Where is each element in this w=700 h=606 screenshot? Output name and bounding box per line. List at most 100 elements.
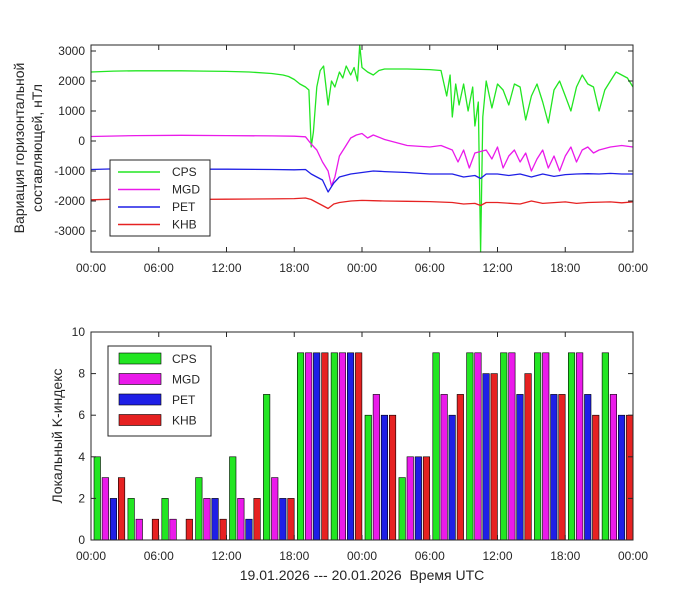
- top-x-tick-label: 00:00: [618, 261, 648, 275]
- top-x-tick-label: 18:00: [550, 261, 580, 275]
- top-y-axis: 3000 2000 1000 0 -1000 -2000 -3000: [54, 44, 633, 238]
- bar-khb-4: [253, 498, 261, 541]
- legend-label-cps: CPS: [172, 352, 197, 366]
- bottom-y-tick-label: 2: [78, 491, 85, 505]
- bar-cps-11: [466, 352, 474, 541]
- bottom-y-tick-label: 10: [72, 325, 86, 339]
- bar-pet-14: [584, 394, 592, 541]
- top-y-tick-label: 1000: [58, 104, 85, 118]
- bottom-x-tick-label: 06:00: [144, 549, 174, 563]
- bottom-legend: CPS MGD PET KHB: [107, 345, 212, 437]
- top-y-tick-label: -3000: [54, 224, 85, 238]
- bottom-y-tick-label: 8: [78, 367, 85, 381]
- bar-pet-5: [279, 498, 287, 541]
- bottom-x-axis-label: 19.01.2026 --- 20.01.2026 Время UTC: [240, 567, 484, 583]
- bar-mgd-15: [609, 394, 618, 541]
- top-y-tick-label: -2000: [54, 194, 85, 208]
- bar-mgd-4: [237, 498, 245, 541]
- bar-cps-8: [364, 414, 372, 541]
- bar-khb-2: [185, 518, 193, 541]
- bottom-x-axis: 00:00 06:00 12:00 18:00 00:00 06:00 12:00 18:00…: [76, 332, 648, 563]
- bar-pet-12: [516, 394, 524, 541]
- bar-cps-4: [229, 456, 237, 541]
- top-x-axis: 00:00 06:00 12:00 18:00 00:00 06:00 12:00 18:00…: [76, 45, 648, 275]
- bottom-x-tick-label: 06:00: [415, 549, 445, 563]
- top-series-group: [90, 44, 634, 253]
- bottom-x-tick-label: 12:00: [211, 549, 241, 563]
- bar-khb-5: [287, 498, 295, 541]
- bar-mgd-1: [135, 518, 143, 541]
- bar-cps-3: [195, 477, 203, 541]
- bar-cps-14: [567, 352, 576, 541]
- legend-swatch-khb: [118, 414, 162, 426]
- bar-cps-12: [500, 352, 508, 541]
- bottom-y-axis: 0 2 4 6 8 10: [72, 325, 633, 547]
- bar-khb-8: [388, 414, 397, 541]
- series-line-mgd: [90, 132, 634, 187]
- bar-cps-7: [330, 352, 338, 541]
- bottom-x-tick-label: 18:00: [550, 549, 580, 563]
- top-x-tick-label: 06:00: [144, 261, 174, 275]
- bar-pet-3: [211, 498, 219, 541]
- bar-pet-4: [245, 518, 253, 541]
- top-x-tick-label: 12:00: [482, 261, 512, 275]
- bar-khb-7: [355, 352, 363, 541]
- bar-pet-7: [346, 352, 355, 541]
- top-x-tick-label: 00:00: [347, 261, 377, 275]
- bar-mgd-13: [542, 352, 550, 541]
- bar-pet-6: [313, 352, 321, 541]
- bar-mgd-3: [203, 498, 211, 541]
- bar-khb-0: [118, 477, 126, 541]
- bar-pet-9: [414, 456, 422, 541]
- legend-swatch-pet: [118, 393, 162, 406]
- bottom-x-tick-label: 00:00: [347, 549, 377, 563]
- bar-mgd-10: [440, 394, 448, 541]
- bar-mgd-2: [169, 518, 177, 541]
- bar-cps-1: [127, 498, 135, 541]
- top-x-tick-label: 18:00: [279, 261, 309, 275]
- bottom-bars-group: [93, 352, 634, 541]
- bar-mgd-8: [372, 394, 380, 541]
- series-line-pet: [90, 168, 633, 193]
- top-y-axis-label-line-1: Вариация горизонтальной: [11, 63, 27, 234]
- bottom-y-axis-label: Локальный K-индекс: [49, 369, 65, 504]
- bar-pet-11: [482, 373, 490, 541]
- legend-label-mgd: MGD: [172, 373, 200, 387]
- top-y-tick-label: 0: [78, 134, 85, 148]
- bottom-chart: 0 2 4 6 8 10 00:00 06:00 12:00 18:00 00:00 06:00 12…: [49, 325, 648, 583]
- bar-cps-10: [432, 352, 440, 541]
- top-x-tick-label: 12:00: [211, 261, 241, 275]
- bar-mgd-6: [305, 352, 313, 541]
- legend-label-khb: KHB: [172, 218, 197, 232]
- top-y-tick-label: 2000: [58, 74, 85, 88]
- bar-khb-15: [626, 414, 634, 541]
- bar-pet-8: [380, 414, 389, 541]
- bar-mgd-12: [508, 352, 516, 541]
- bar-khb-9: [422, 456, 431, 541]
- legend-label-pet: PET: [172, 200, 196, 214]
- top-x-tick-label: 06:00: [415, 261, 445, 275]
- bar-khb-3: [219, 518, 227, 541]
- series-line-khb: [90, 197, 634, 210]
- legend-label-mgd: MGD: [172, 183, 200, 197]
- legend-label-pet: PET: [172, 393, 196, 407]
- bottom-y-tick-label: 4: [78, 450, 85, 464]
- bar-pet-15: [617, 414, 626, 541]
- bar-khb-13: [558, 394, 566, 541]
- legend-label-cps: CPS: [172, 165, 197, 179]
- bottom-y-tick-label: 6: [78, 408, 85, 422]
- bottom-x-tick-label: 00:00: [618, 549, 648, 563]
- bar-khb-1: [151, 518, 159, 541]
- bar-mgd-11: [474, 352, 482, 541]
- bar-khb-14: [592, 414, 600, 541]
- series-line-cps: [90, 44, 634, 253]
- bar-khb-10: [456, 394, 464, 541]
- bar-mgd-14: [576, 352, 584, 541]
- bottom-y-tick-label: 0: [78, 533, 85, 547]
- bar-cps-5: [263, 394, 271, 541]
- top-legend: CPS MGD PET KHB: [109, 159, 211, 237]
- bar-mgd-0: [101, 477, 109, 541]
- top-y-axis-label-line-2: составляющей, нТл: [29, 84, 45, 212]
- top-y-tick-label: -1000: [54, 164, 85, 178]
- bar-cps-6: [296, 352, 305, 541]
